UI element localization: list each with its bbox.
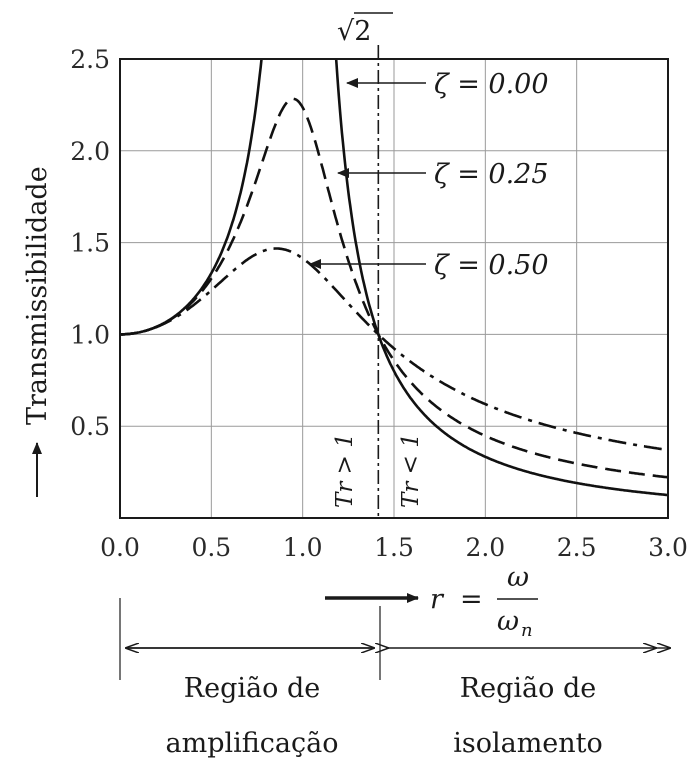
isolation-label-line1: Região de (460, 673, 596, 704)
legend: ζ = 0.00 ζ = 0.25 ζ = 0.50 (309, 69, 549, 281)
y-tick-label: 2.0 (70, 137, 110, 166)
x-tick-labels: 0.0 0.5 1.0 1.5 2.0 2.5 3.0 (100, 533, 688, 562)
amplification-label-line1: Região de (184, 673, 320, 704)
sqrt2-text: √2 (337, 16, 371, 47)
amplification-label-line2: amplificação (166, 728, 339, 759)
region-brackets (119, 598, 670, 680)
y-tick-label: 2.5 (70, 45, 110, 74)
y-axis-title: Transmissibilidade (22, 166, 53, 497)
x-tick-label: 2.0 (465, 533, 505, 562)
tr-less-label: Tr < 1 (398, 433, 424, 508)
isolation-label-line2: isolamento (453, 728, 603, 759)
legend-label-zeta-050: ζ = 0.50 (434, 250, 549, 281)
x-axis-denominator: ω (497, 606, 519, 637)
series-layer (120, 59, 668, 497)
sqrt2-label: √2 (337, 12, 393, 47)
x-tick-label: 3.0 (648, 533, 688, 562)
series-line-zeta-000 (334, 59, 668, 497)
chart-grid (120, 59, 668, 518)
x-tick-label: 1.5 (374, 533, 414, 562)
x-tick-label: 0.5 (191, 533, 231, 562)
x-tick-label: 1.0 (283, 533, 323, 562)
series-line-zeta-000 (120, 59, 263, 336)
x-axis-equals: = (460, 584, 483, 615)
x-tick-label: 0.0 (100, 533, 140, 562)
series-line-zeta-050 (120, 247, 668, 452)
x-axis-denominator-sub: n (521, 620, 533, 641)
legend-label-zeta-000: ζ = 0.00 (434, 69, 549, 100)
series-line-zeta-025 (120, 97, 668, 479)
plot-frame (119, 58, 669, 519)
x-axis-numerator: ω (507, 562, 529, 593)
y-axis-label: Transmissibilidade (22, 166, 53, 425)
x-axis-title: r = ω ω n (325, 562, 538, 641)
y-tick-label: 1.5 (70, 229, 110, 258)
y-tick-labels: 0.5 1.0 1.5 2.0 2.5 (70, 45, 110, 441)
region-labels: Região de amplificação Região de isolame… (166, 673, 603, 759)
x-axis-var: r (430, 584, 445, 615)
y-tick-label: 1.0 (70, 320, 110, 349)
y-tick-label: 0.5 (70, 412, 110, 441)
x-tick-label: 2.5 (557, 533, 597, 562)
tr-greater-label: Tr > 1 (332, 433, 358, 508)
legend-label-zeta-025: ζ = 0.25 (434, 159, 549, 190)
